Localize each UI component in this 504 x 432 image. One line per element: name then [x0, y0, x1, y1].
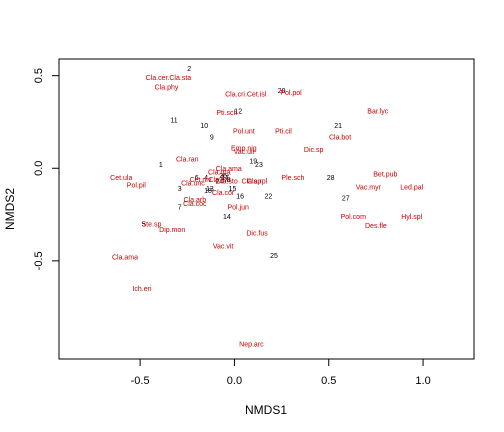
site-point-label: 14 [223, 214, 231, 221]
site-point-label: 11 [170, 118, 177, 125]
site-point-label: 20 [278, 88, 286, 95]
site-point-label: 17 [221, 175, 229, 182]
species-point-label: Cla.sto [216, 179, 238, 186]
site-point-label: 16 [236, 194, 244, 201]
species-point-label: Cla.ama [112, 255, 138, 262]
species-point-label: Cla.phy [155, 84, 179, 91]
species-labels: Cla.cer.Cla.sta Cla.phy Cla.cri.Cet.isl Pti… [110, 75, 424, 349]
species-point-label: Cla.bot [329, 134, 351, 141]
species-point-label: Vac.vit [213, 244, 234, 251]
site-point-label: 6 [195, 175, 199, 182]
site-point-label: 2 [187, 66, 191, 73]
species-point-label: Dip.mon [159, 227, 185, 234]
site-point-label: 1 [159, 162, 163, 169]
x-axis-title: NMDS1 [245, 403, 287, 417]
species-point-label: Dic.sp [304, 147, 324, 154]
x-tick-label: -0.5 [131, 375, 150, 387]
species-point-label: Bet.pub [373, 171, 397, 178]
species-point-label: Cla.fim [208, 177, 230, 184]
site-point-label: 21 [334, 123, 342, 130]
species-point-label: Cla.unc [181, 181, 205, 188]
site-point-label: 9 [210, 134, 214, 141]
site-point-label: 13 [206, 186, 214, 193]
site-point-label: 10 [200, 123, 208, 130]
species-point-label: Cla.cor [212, 190, 235, 197]
species-point-label: Vac.myr [356, 184, 382, 191]
species-point-label: Dic.fus [246, 231, 268, 238]
site-point-label: 4 [204, 175, 208, 182]
species-point-label: Pol.unt [233, 129, 255, 136]
species-point-label: Pol.pil [127, 182, 147, 189]
species-point-label: Hyl.spl [401, 214, 422, 221]
species-point-label: Pti.sch [216, 110, 237, 117]
species-point-label: Cla.ran [176, 157, 199, 164]
site-point-label: 27 [342, 195, 350, 202]
site-labels: 1234567891011121314151617181920212223242… [142, 66, 350, 260]
plot-frame [58, 58, 475, 360]
species-point-label: Cla.cer.Cla.sta [146, 75, 192, 82]
x-tick-label: 0.0 [227, 375, 242, 387]
site-point-label: 19 [249, 158, 257, 165]
x-tick-label: 1.0 [415, 375, 430, 387]
species-point-label: Nep.arc [239, 342, 264, 349]
species-point-label: Cet.ula [110, 175, 132, 182]
y-axis-title: NMDS2 [3, 188, 17, 230]
site-point-label: 23 [255, 162, 263, 169]
y-axis: -0.5 0.0 0.5 [33, 68, 60, 270]
species-point-label: Cla.cri.Cet.isl [225, 92, 267, 99]
species-point-label: Cla.sp [241, 179, 261, 186]
species-point-label: Ich.eri [132, 286, 152, 293]
site-point-label: 25 [270, 253, 278, 260]
x-tick-label: 0.5 [321, 375, 336, 387]
species-point-label: Ste.sp [142, 221, 162, 228]
y-tick-label: 0.5 [33, 68, 45, 83]
species-point-label: Pti.cil [275, 129, 292, 136]
site-point-label: 24 [215, 179, 223, 186]
species-point-label: Emp.nig [231, 145, 257, 152]
site-point-label: 3 [178, 186, 182, 193]
species-point-label: Vac.uli [234, 149, 255, 156]
site-point-label: 12 [234, 108, 242, 115]
species-point-label: Led.pal [400, 184, 423, 191]
site-point-label: 7 [178, 205, 182, 212]
species-point-label: Pol.com [341, 214, 366, 221]
species-point-label: Pol.jun [228, 205, 250, 212]
species-point-label: Bar.lyc [367, 108, 389, 115]
species-point-label: Cet.niv [190, 177, 212, 184]
y-tick-label: 0.0 [33, 161, 45, 176]
species-point-label: Cla.arb [184, 197, 207, 204]
site-point-label: 18 [204, 188, 212, 195]
site-point-label: 5 [142, 221, 146, 228]
site-point-label: 28 [327, 175, 335, 182]
x-axis: -0.5 0.0 0.5 1.0 [131, 358, 431, 387]
species-point-label: Cla.gra [208, 169, 231, 176]
species-point-label: Ple.sch [281, 175, 304, 182]
y-tick-label: -0.5 [33, 251, 45, 270]
species-point-label: Cla.coc [183, 201, 207, 208]
site-point-label: 15 [229, 186, 237, 193]
species-point-label: Pol.pol [280, 90, 302, 97]
species-point-label: Des.fle [365, 223, 387, 230]
species-point-label: Cla.rpl [247, 179, 268, 186]
site-point-label: 26 [219, 173, 227, 180]
site-point-label: 22 [264, 194, 272, 201]
species-point-label: Cla.ama [216, 166, 242, 173]
site-point-label: 8 [227, 177, 231, 184]
